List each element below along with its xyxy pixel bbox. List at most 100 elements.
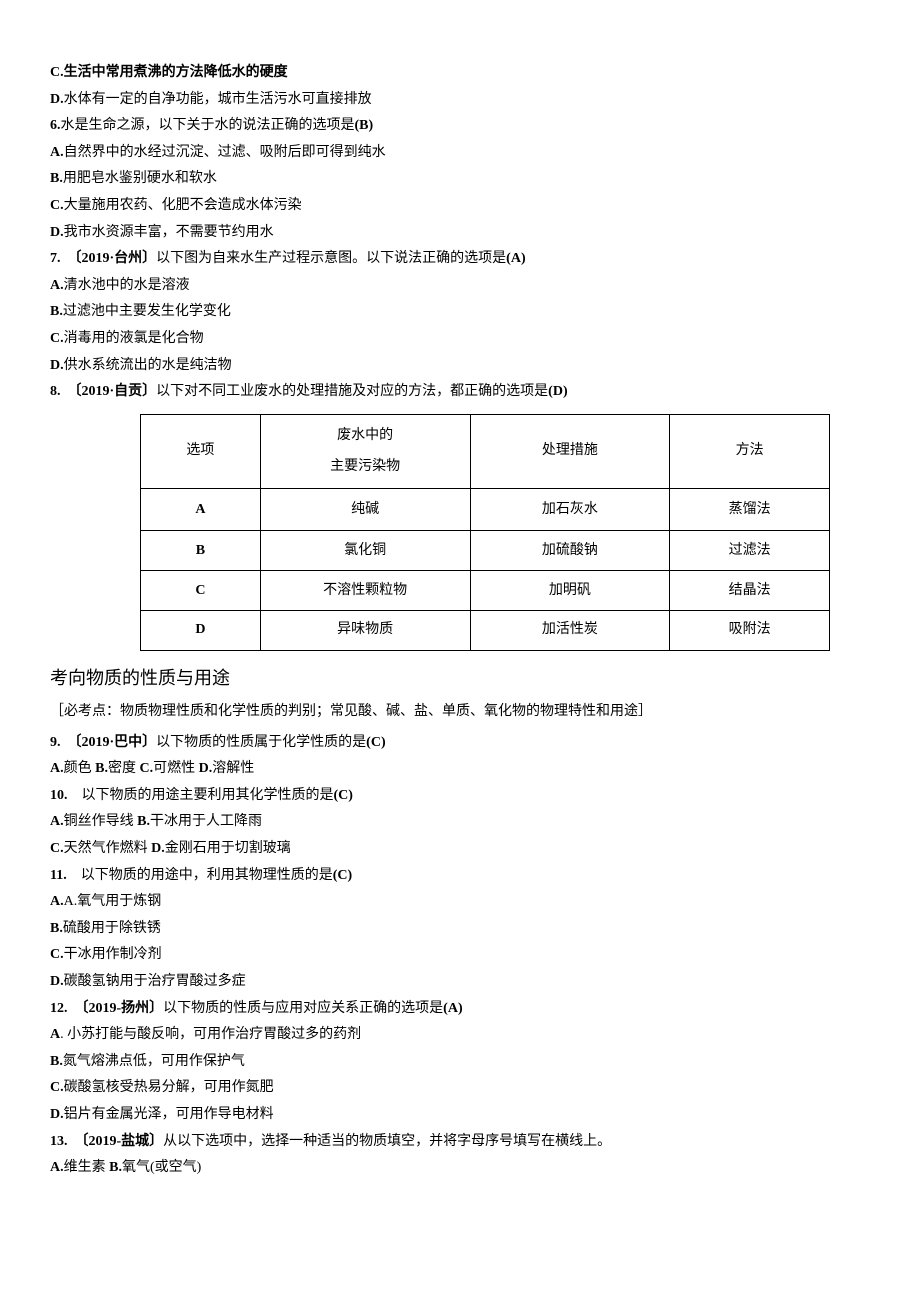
q8-answer: (D) [548,384,567,399]
q9-text: 以下物质的性质属于化学性质的是 [156,735,366,750]
cell-b-0: B [141,531,261,571]
q10-num: 10. [50,788,68,803]
q12-num: 12. [50,1001,68,1016]
cell-c-0: C [141,571,261,611]
cell-b-1: 氯化铜 [260,531,470,571]
q10-options-1: A.铜丝作导线 B.干冰用于人工降雨 [50,809,870,836]
q13-source: 〔2019-盐城〕 [82,1134,164,1149]
th-method: 方法 [670,414,830,489]
cell-a-1: 纯碱 [260,489,470,531]
q9-b: B. [95,761,108,776]
question-12: 12. 〔2019-扬州〕以下物质的性质与应用对应关系正确的选项是(A) [50,996,870,1023]
option-d: D.水体有一定的自净功能，城市生活污水可直接排放 [50,87,870,114]
q7-c-label: C. [50,331,64,346]
q13-text: 从以下选项中，选择一种适当的物质填空，并将字母序号填写在横线上。 [163,1134,611,1149]
q7-answer: (A) [506,251,525,266]
cell-d-2: 加活性炭 [470,611,670,651]
question-6: 6.水是生命之源，以下关于水的说法正确的选项是(B) [50,113,870,140]
cell-c-2: 加明矾 [470,571,670,611]
q7-d-label: D. [50,358,64,373]
cell-a-2: 加石灰水 [470,489,670,531]
q6-option-a: A.自然界中的水经过沉淀、过滤、吸附后即可得到纯水 [50,140,870,167]
q7-a-text: 清水池中的水是溶液 [64,278,190,293]
table-row-c: C 不溶性颗粒物 加明矾 结晶法 [141,571,830,611]
section-note: ［必考点：物质物理性质和化学性质的判别；常见酸、碱、盐、单质、氧化物的物理特性和… [50,699,870,726]
q10-text: 以下物质的用途主要利用其化学性质的是 [82,788,334,803]
th-measure: 处理措施 [470,414,670,489]
q9-num: 9. [50,735,61,750]
cell-a-0: A [141,489,261,531]
table-row-d: D 异味物质 加活性炭 吸附法 [141,611,830,651]
q6-b-text: 用肥皂水鉴别硬水和软水 [63,171,217,186]
q10-answer: (C) [334,788,353,803]
q11-text: 以下物质的用途中，利用其物理性质的是 [81,868,333,883]
cell-a-3: 蒸馏法 [670,489,830,531]
q11-option-c: C.干冰用作制冷剂 [50,942,870,969]
q7-option-d: D.供水系统流出的水是纯洁物 [50,353,870,380]
table-row-b: B 氯化铜 加硫酸钠 过滤法 [141,531,830,571]
question-7: 7. 〔2019·台州〕以下图为自来水生产过程示意图。以下说法正确的选项是(A) [50,246,870,273]
q7-num: 7. [50,251,61,266]
q6-option-b: B.用肥皂水鉴别硬水和软水 [50,166,870,193]
q11-num: 11. [50,868,67,883]
cell-c-3: 结晶法 [670,571,830,611]
question-11: 11. 以下物质的用途中，利用其物理性质的是(C) [50,863,870,890]
q6-a-label: A. [50,145,64,160]
q12-text: 以下物质的性质与应用对应关系正确的选项是 [163,1001,443,1016]
q6-option-c: C.大量施用农药、化肥不会造成水体污染 [50,193,870,220]
q9-c: C. [139,761,153,776]
q11-option-a: A.A.氧气用于炼钢 [50,889,870,916]
q6-option-d: D.我市水资源丰富，不需要节约用水 [50,220,870,247]
q11-answer: (C) [333,868,352,883]
q12-option-b: B.氮气熔沸点低，可用作保护气 [50,1049,870,1076]
q6-b-label: B. [50,171,63,186]
q12-source: 〔2019-扬州〕 [82,1001,164,1016]
option-d-text: 水体有一定的自净功能，城市生活污水可直接排放 [64,92,372,107]
q6-a-text: 自然界中的水经过沉淀、过滤、吸附后即可得到纯水 [64,145,386,160]
question-10: 10. 以下物质的用途主要利用其化学性质的是(C) [50,783,870,810]
section-title: 考向物质的性质与用途 [50,661,870,695]
q7-b-label: B. [50,304,63,319]
th-option: 选项 [141,414,261,489]
q7-d-text: 供水系统流出的水是纯洁物 [64,358,232,373]
q10-options-2: C.天然气作燃料 D.金刚石用于切割玻璃 [50,836,870,863]
cell-b-2: 加硫酸钠 [470,531,670,571]
q7-b-text: 过滤池中主要发生化学变化 [63,304,231,319]
q11-option-d: D.碳酸氢钠用于治疗胃酸过多症 [50,969,870,996]
q6-text: 水是生命之源，以下关于水的说法正确的选项是 [61,118,355,133]
cell-d-0: D [141,611,261,651]
q7-text: 以下图为自来水生产过程示意图。以下说法正确的选项是 [156,251,506,266]
q12-option-c: C.碳酸氢核受热易分解，可用作氮肥 [50,1075,870,1102]
table-header-row: 选项 废水中的主要污染物 处理措施 方法 [141,414,830,489]
q11-option-b: B.硫酸用于除铁锈 [50,916,870,943]
cell-d-3: 吸附法 [670,611,830,651]
cell-c-1: 不溶性颗粒物 [260,571,470,611]
q9-a: A. [50,761,64,776]
question-13: 13. 〔2019-盐城〕从以下选项中，选择一种适当的物质填空，并将字母序号填写… [50,1129,870,1156]
q9-options: A.颜色 B.密度 C.可燃性 D.溶解性 [50,756,870,783]
q13-num: 13. [50,1134,68,1149]
q13-options: A.维生素 B.氧气(或空气) [50,1155,870,1182]
cell-b-3: 过滤法 [670,531,830,571]
q9-source: 〔2019·巴中〕 [75,735,157,750]
q9-answer: (C) [366,735,385,750]
option-c: C.生活中常用煮沸的方法降低水的硬度 [50,60,870,87]
question-9: 9. 〔2019·巴中〕以下物质的性质属于化学性质的是(C) [50,730,870,757]
q12-answer: (A) [443,1001,462,1016]
q7-option-a: A.清水池中的水是溶液 [50,273,870,300]
th-pollutant: 废水中的主要污染物 [260,414,470,489]
q8-num: 8. [50,384,61,399]
q6-answer: (B) [355,118,374,133]
q6-d-text: 我市水资源丰富，不需要节约用水 [64,225,274,240]
q7-option-c: C.消毒用的液氯是化合物 [50,326,870,353]
q7-option-b: B.过滤池中主要发生化学变化 [50,299,870,326]
q6-c-text: 大量施用农药、化肥不会造成水体污染 [64,198,302,213]
q12-option-d: D.铝片有金属光泽，可用作导电材料 [50,1102,870,1129]
table-row-a: A 纯碱 加石灰水 蒸馏法 [141,489,830,531]
q8-text: 以下对不同工业废水的处理措施及对应的方法，都正确的选项是 [156,384,548,399]
q8-source: 〔2019·自贡〕 [75,384,157,399]
q6-d-label: D. [50,225,64,240]
q7-a-label: A. [50,278,64,293]
option-d-label: D. [50,92,64,107]
cell-d-1: 异味物质 [260,611,470,651]
